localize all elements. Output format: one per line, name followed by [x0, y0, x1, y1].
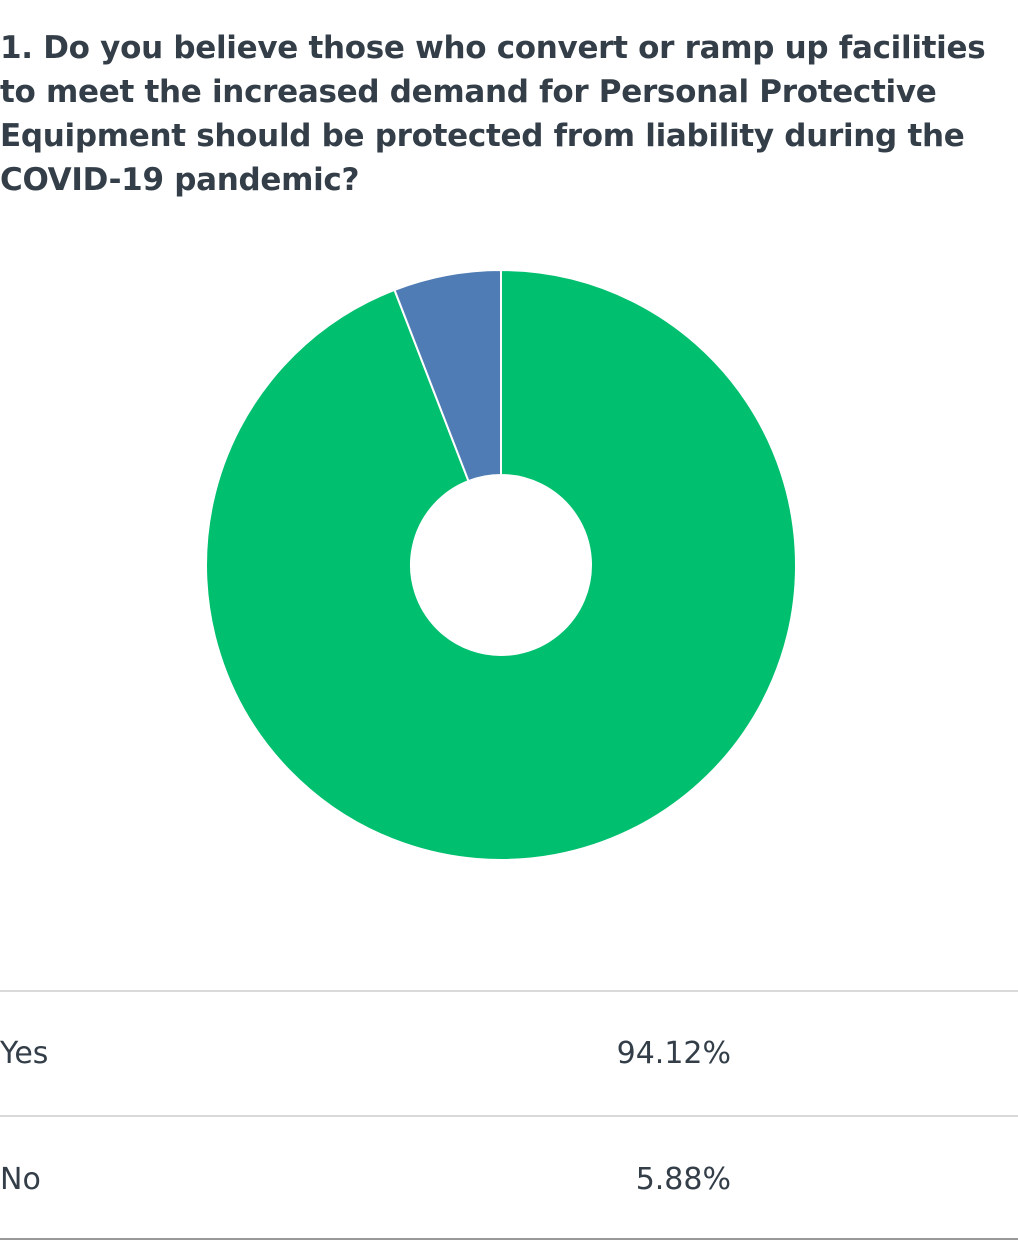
pie-slice-yes [205, 268, 797, 861]
row-label-yes: Yes [0, 1036, 49, 1071]
table-divider-bottom [0, 1238, 1018, 1240]
row-value-no: 5.88% [635, 1162, 731, 1197]
table-divider-top [0, 990, 1018, 992]
table-divider-middle [0, 1115, 1018, 1117]
donut-chart [205, 268, 797, 861]
row-value-yes: 94.12% [616, 1036, 731, 1071]
pie-slice-no [393, 268, 502, 483]
row-label-no: No [0, 1162, 41, 1197]
question-title: 1. Do you believe those who convert or r… [0, 30, 986, 198]
